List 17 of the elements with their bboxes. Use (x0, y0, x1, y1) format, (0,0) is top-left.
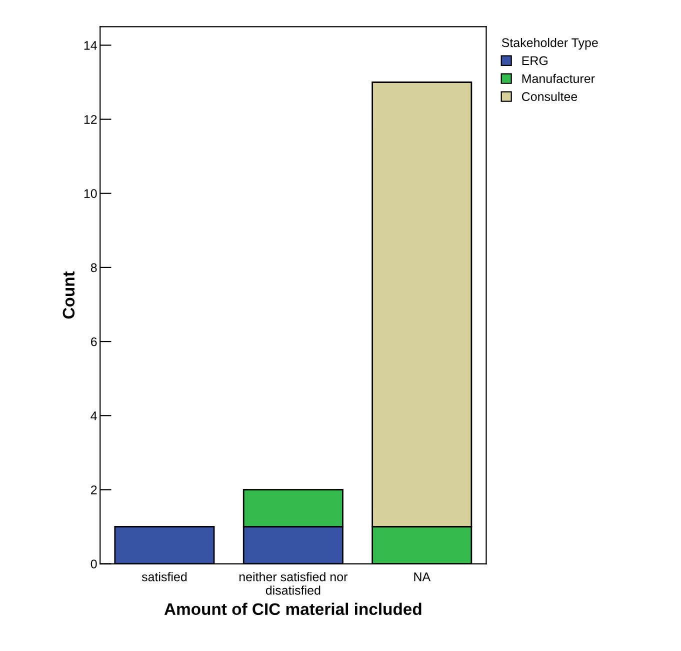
y-tick-label: 4 (90, 412, 97, 420)
x-axis-title: Amount of CIC material included (164, 602, 422, 616)
x-tick-label: neither satisfied nor disatisfied (239, 572, 348, 595)
y-axis-title: Count (62, 271, 75, 319)
legend-label: ERG (522, 56, 548, 66)
legend-label: Manufacturer (522, 74, 595, 84)
y-tick-label: 8 (90, 263, 97, 272)
legend-title: Stakeholder Type (502, 38, 598, 50)
y-tick-label: 10 (84, 189, 97, 198)
y-tick-label: 2 (91, 485, 97, 494)
y-tick-label: 12 (84, 115, 97, 124)
x-tick-label: NA (414, 572, 431, 582)
y-tick-label: 0 (90, 560, 97, 568)
y-tick-label: 14 (84, 41, 97, 50)
legend-label: Consultee (522, 92, 578, 102)
y-tick-label: 6 (91, 337, 97, 346)
x-tick-label: satisfied (142, 572, 187, 582)
